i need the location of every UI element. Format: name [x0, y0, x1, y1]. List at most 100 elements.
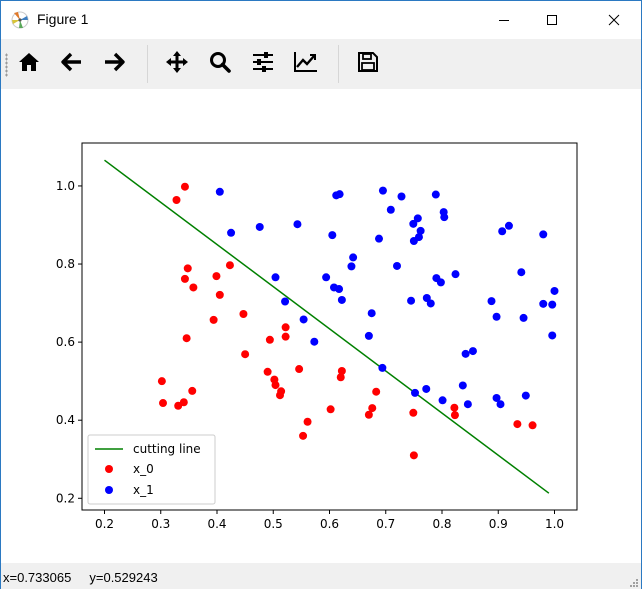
point-x0: [450, 411, 459, 420]
sliders-icon: [251, 50, 275, 78]
point-x1: [397, 192, 406, 201]
point-x1: [378, 363, 387, 372]
point-x1: [227, 228, 236, 237]
point-x1: [422, 384, 431, 393]
point-x0: [263, 367, 272, 376]
point-x1: [492, 393, 501, 402]
cutting-line-layer: [104, 159, 550, 494]
x-tick-label: 0.3: [151, 517, 170, 531]
legend-label-cutting-line: cutting line: [133, 442, 201, 456]
point-x0: [450, 403, 459, 412]
point-x1: [550, 286, 559, 295]
point-x0: [276, 391, 284, 400]
legend-label-x0: x_0: [133, 462, 154, 476]
toolbar-separator: [147, 45, 148, 83]
point-x1: [407, 296, 416, 305]
point-x1: [414, 233, 423, 242]
point-x1: [335, 190, 344, 199]
zoom-button[interactable]: [206, 50, 234, 78]
maximize-icon: [546, 11, 558, 30]
point-x1: [461, 349, 470, 358]
line-chart-icon: [293, 50, 319, 78]
cursor-coordinates: x=0.733065 y=0.529243: [3, 570, 158, 585]
point-x1: [364, 331, 373, 340]
minimize-icon: [498, 11, 510, 30]
point-x1: [451, 270, 460, 279]
point-x1: [492, 312, 501, 321]
y-tick-label: 0.8: [56, 257, 75, 271]
toolbar-separator: [338, 45, 339, 83]
cutting-line: [104, 159, 550, 494]
resize-grip-icon[interactable]: [627, 575, 639, 587]
point-x1: [438, 396, 447, 405]
status-bar: x=0.733065 y=0.529243: [1, 563, 641, 589]
points-layer: [157, 182, 559, 460]
point-x0: [326, 405, 335, 414]
point-x0: [372, 387, 381, 396]
maximize-button[interactable]: [529, 1, 575, 39]
point-x0: [303, 417, 312, 426]
point-x1: [519, 313, 528, 322]
configure-subplots-button[interactable]: [249, 50, 277, 78]
scatter-plot[interactable]: 0.2 0.3 0.4 0.5 0.6 0.7 0.8 0.9 1.0 0.2 0.4 0.6 0.8…: [1, 89, 641, 563]
point-x1: [521, 391, 530, 400]
forward-button[interactable]: [100, 50, 128, 78]
point-x0: [157, 377, 166, 386]
title-bar[interactable]: Figure 1: [1, 1, 641, 39]
x-tick-label: 0.7: [376, 517, 395, 531]
back-button[interactable]: [58, 50, 86, 78]
point-x1: [498, 227, 507, 236]
point-x1: [367, 309, 376, 318]
point-x1: [347, 262, 356, 271]
home-button[interactable]: [15, 50, 43, 78]
matplotlib-icon: [10, 10, 30, 30]
point-x1: [255, 222, 264, 231]
point-x0: [189, 283, 198, 292]
x-axis: 0.2 0.3 0.4 0.5 0.6 0.7 0.8 0.9 1.0: [95, 510, 564, 531]
point-x1: [411, 388, 419, 397]
point-x0: [180, 182, 189, 191]
point-x1: [281, 297, 290, 306]
x-tick-label: 0.2: [95, 517, 114, 531]
x-tick-label: 0.5: [264, 517, 283, 531]
point-x1: [416, 226, 425, 235]
y-axis: 0.2 0.4 0.6 0.8 1.0: [56, 179, 82, 505]
x-tick-label: 0.4: [207, 517, 226, 531]
close-icon: [608, 11, 620, 30]
point-x0: [239, 310, 248, 319]
arrow-left-icon: [60, 50, 84, 78]
point-x1: [431, 190, 440, 199]
pan-button[interactable]: [163, 50, 191, 78]
toolbar-grip[interactable]: [5, 53, 8, 77]
point-x1: [463, 400, 472, 409]
edit-axis-button[interactable]: [292, 50, 320, 78]
figure-canvas[interactable]: 0.2 0.3 0.4 0.5 0.6 0.7 0.8 0.9 1.0 0.2 0.4 0.6 0.8…: [1, 89, 641, 563]
point-x1: [517, 268, 526, 277]
point-x0: [209, 315, 218, 324]
point-x1: [436, 278, 445, 287]
point-x0: [409, 408, 418, 417]
point-x0: [281, 323, 290, 332]
point-x1: [440, 213, 449, 222]
point-x1: [504, 221, 513, 230]
save-button[interactable]: [354, 50, 382, 78]
point-x0: [364, 410, 373, 419]
navigation-toolbar: [1, 39, 641, 89]
point-x1: [293, 220, 302, 229]
point-x1: [426, 299, 435, 308]
minimize-button[interactable]: [481, 1, 527, 39]
magnifier-icon: [208, 50, 232, 78]
y-tick-label: 0.2: [56, 491, 75, 505]
legend: cutting line x_0 x_1: [87, 434, 216, 505]
home-icon: [17, 50, 41, 78]
point-x1: [458, 381, 467, 390]
point-x0: [183, 264, 192, 273]
point-x0: [513, 420, 522, 429]
close-button[interactable]: [591, 1, 637, 39]
point-x1: [539, 230, 548, 239]
point-x1: [375, 234, 383, 243]
point-x0: [368, 404, 377, 413]
point-x1: [215, 187, 224, 196]
y-tick-label: 0.6: [56, 335, 75, 349]
y-tick-label: 0.4: [56, 413, 75, 427]
